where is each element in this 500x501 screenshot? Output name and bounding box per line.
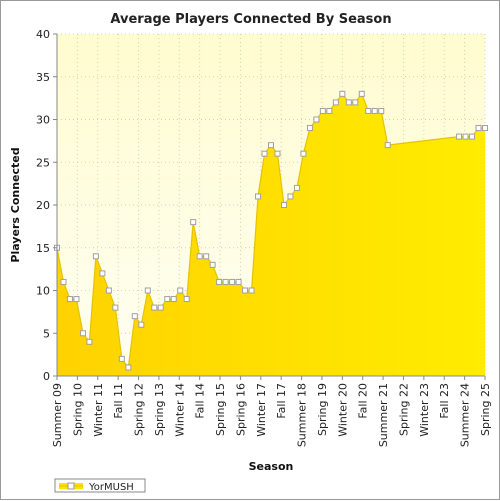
data-point: [235, 278, 242, 285]
data-point: [371, 107, 378, 114]
y-tick-label: 10: [36, 285, 50, 298]
y-tick-label: 5: [43, 327, 50, 340]
legend: YorMUSH: [54, 478, 146, 493]
x-tick-label: Spring 12: [133, 383, 146, 436]
y-axis-ticks: 0 5 10 15 20 25 30 35 40: [36, 28, 57, 383]
x-axis-label: Season: [249, 460, 294, 473]
data-point: [365, 107, 372, 114]
data-point: [73, 296, 80, 303]
data-point: [319, 107, 326, 114]
y-tick-label: 35: [36, 71, 50, 84]
data-point: [66, 296, 73, 303]
data-point: [164, 296, 171, 303]
data-point: [216, 278, 223, 285]
data-point: [313, 116, 320, 123]
data-point: [287, 193, 294, 200]
data-point: [92, 253, 99, 260]
data-point: [222, 278, 229, 285]
data-point: [384, 142, 391, 149]
data-point: [345, 99, 352, 106]
x-tick-label: Spring 16: [234, 383, 247, 436]
data-point: [99, 270, 106, 277]
data-point: [274, 150, 281, 157]
data-point: [469, 133, 476, 140]
y-tick-label: 0: [43, 370, 50, 383]
x-tick-label: Fall 14: [194, 383, 207, 419]
y-tick-label: 30: [36, 114, 50, 127]
data-point: [229, 278, 236, 285]
data-point: [332, 99, 339, 106]
x-tick-label: Fall 17: [275, 383, 288, 419]
data-point: [358, 90, 365, 97]
x-tick-label: Fall 11: [112, 383, 125, 419]
x-tick-label: Summer 21: [377, 383, 390, 447]
y-tick-label: 15: [36, 242, 50, 255]
data-point: [352, 99, 359, 106]
data-point: [268, 142, 274, 149]
x-tick-label: Spring 25: [479, 383, 492, 436]
x-tick-label: Spring 22: [397, 383, 410, 436]
x-tick-label: Fall 23: [438, 383, 451, 419]
series-area: [57, 93, 485, 376]
x-tick-label: Fall 20: [357, 383, 370, 419]
x-axis-ticks: Summer 09 Spring 10 Winter 11 Fall 11 Spring…: [51, 376, 492, 447]
x-tick-label: Winter 23: [418, 383, 431, 437]
x-tick-label: Spring 15: [214, 383, 227, 436]
data-point: [151, 304, 158, 311]
data-point: [255, 193, 262, 200]
x-tick-label: Summer 18: [296, 383, 309, 447]
x-tick-label: Spring 10: [71, 383, 84, 436]
data-point: [170, 296, 177, 303]
data-point: [177, 287, 184, 294]
data-point: [183, 296, 190, 303]
data-point: [86, 338, 93, 345]
data-point: [293, 184, 300, 191]
x-tick-label: Winter 11: [92, 383, 105, 437]
data-point: [60, 278, 67, 285]
data-point: [131, 313, 138, 320]
data-point: [280, 202, 287, 208]
x-tick-label: Winter 14: [173, 383, 186, 437]
x-tick-label: Winter 20: [336, 383, 349, 437]
data-point: [144, 287, 151, 294]
x-tick-label: Spring 13: [153, 383, 166, 436]
x-tick-label: Winter 17: [255, 383, 268, 437]
y-tick-label: 20: [36, 199, 50, 212]
data-point: [157, 304, 164, 311]
data-point: [118, 355, 125, 362]
data-point: [326, 107, 333, 114]
chart-title: Average Players Connected By Season: [110, 12, 391, 27]
data-point: [203, 253, 210, 260]
data-point: [462, 133, 469, 140]
y-axis-label: Players Connected: [9, 147, 22, 262]
data-point: [242, 287, 249, 294]
data-point: [248, 287, 255, 294]
x-tick-label: Spring 19: [316, 383, 329, 436]
x-tick-label: Summer 09: [51, 383, 64, 447]
data-point: [300, 150, 307, 157]
data-point: [339, 90, 346, 97]
legend-marker: [67, 482, 75, 490]
y-tick-label: 25: [36, 156, 50, 169]
data-point: [112, 304, 119, 311]
data-point: [105, 287, 112, 294]
data-point: [79, 330, 86, 337]
data-point: [190, 219, 197, 226]
data-point: [378, 107, 385, 114]
data-point: [475, 125, 482, 132]
data-point: [456, 133, 463, 140]
data-point: [306, 125, 313, 132]
legend-label: YorMUSH: [88, 482, 134, 493]
data-point: [125, 364, 132, 371]
data-point: [482, 125, 488, 132]
x-tick-label: Summer 24: [459, 383, 472, 447]
data-point: [138, 321, 145, 328]
data-point: [196, 253, 203, 260]
data-point: [209, 261, 216, 268]
data-point: [261, 150, 268, 157]
y-tick-label: 40: [36, 28, 50, 41]
